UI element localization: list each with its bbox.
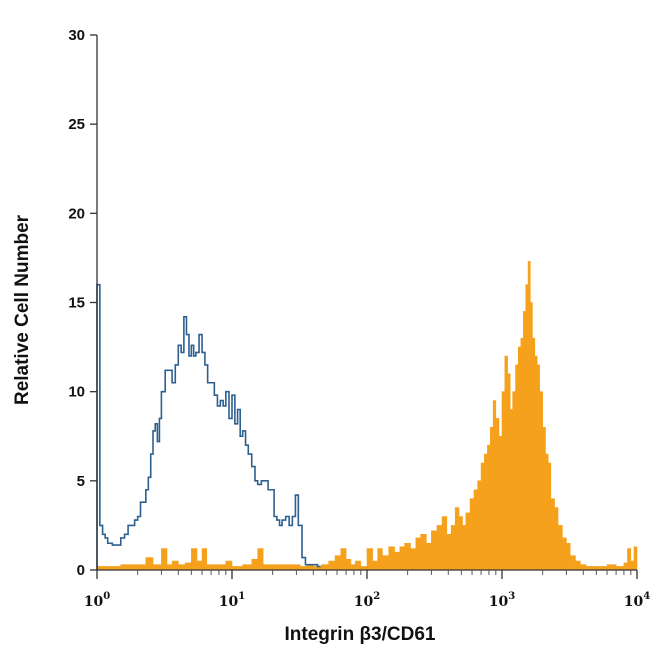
y-tick-label: 15 [68, 295, 85, 312]
y-tick-label: 0 [77, 562, 85, 579]
outline-histogram-series [96, 283, 321, 570]
x-tick-label: 100 [84, 591, 110, 610]
x-tick-label: 103 [489, 591, 515, 610]
plot-area [96, 261, 638, 571]
y-tick-label: 25 [68, 116, 85, 133]
y-tick-label: 10 [68, 384, 85, 401]
x-tick-label: 102 [354, 591, 380, 610]
y-tick-label: 20 [68, 205, 85, 222]
x-tick-label: 104 [624, 591, 650, 610]
axes: 0 5 10 15 20 25 30 100 101 102 103 104 [68, 27, 650, 610]
filled-histogram-series [96, 261, 638, 571]
y-axis-title: Relative Cell Number [12, 214, 33, 405]
y-tick-label: 30 [68, 27, 85, 44]
x-axis-title: Integrin β3/CD61 [285, 624, 436, 645]
y-tick-label: 5 [77, 473, 85, 490]
x-tick-label: 101 [219, 591, 245, 610]
